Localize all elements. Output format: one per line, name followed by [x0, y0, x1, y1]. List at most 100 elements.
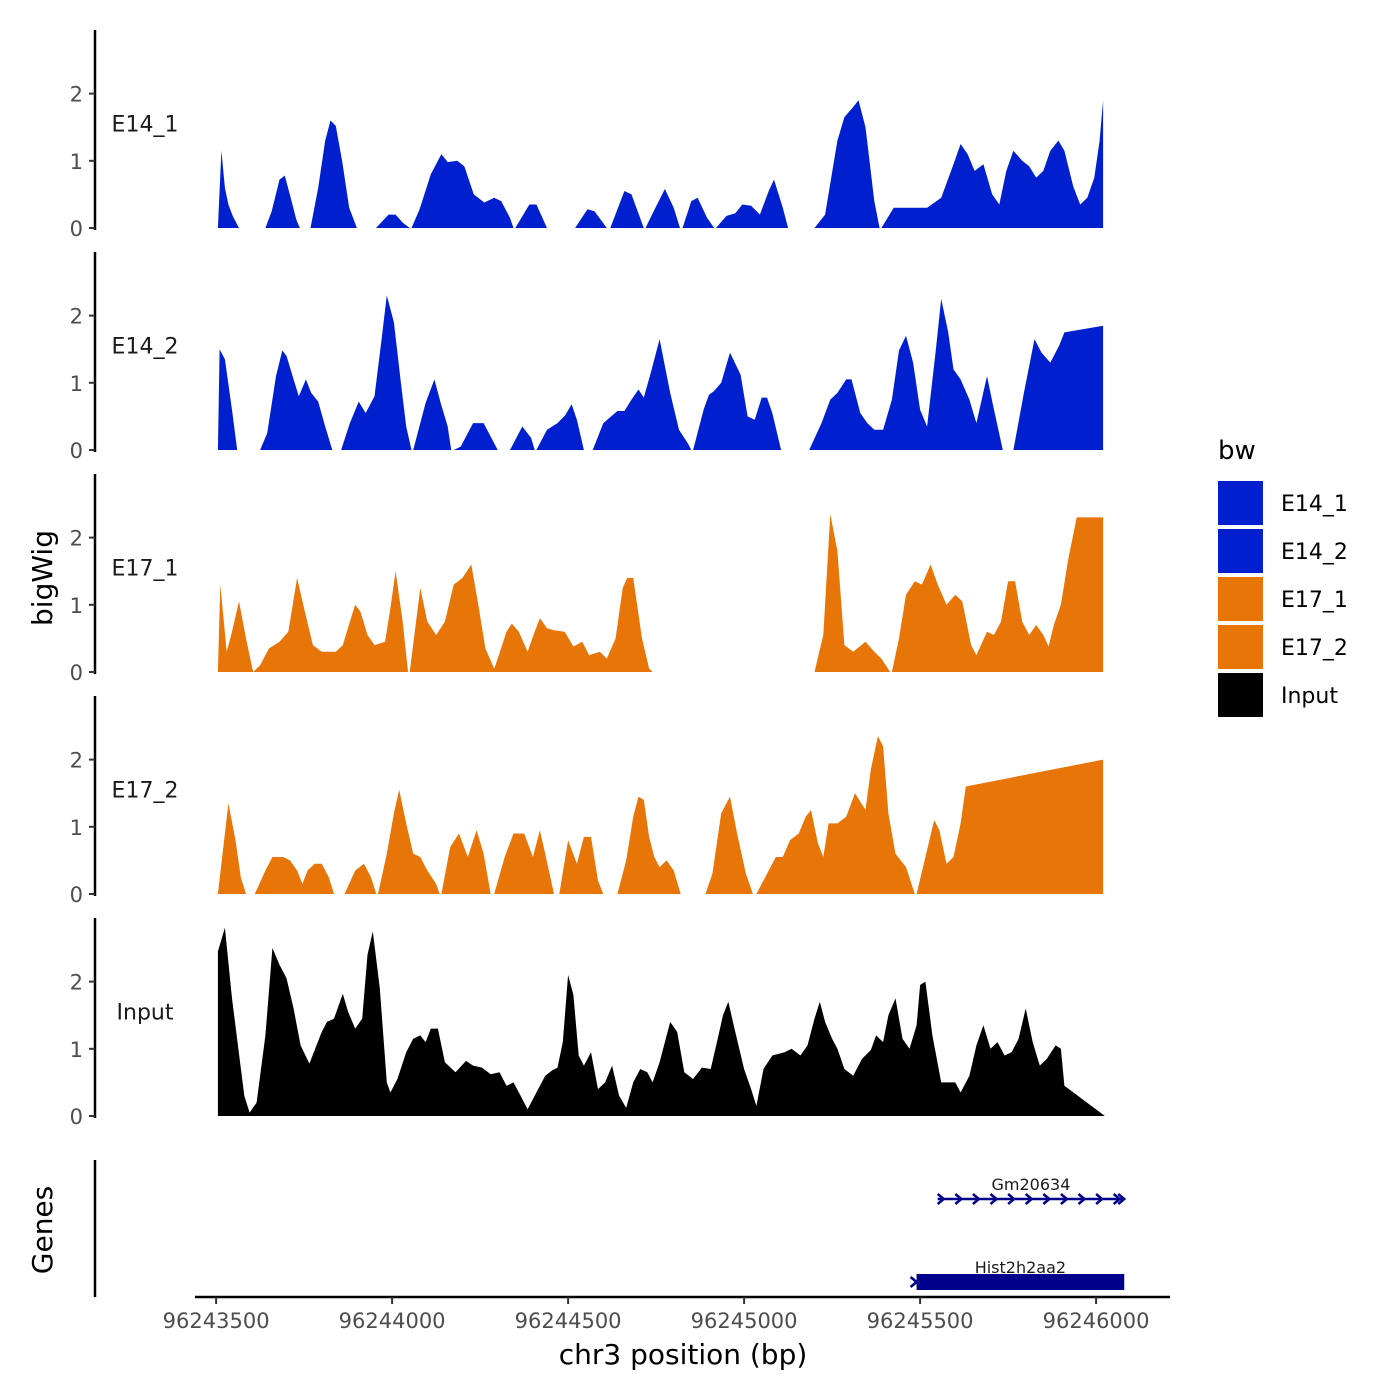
y-tick-label: 0: [70, 217, 83, 241]
coverage-area: [891, 517, 1104, 672]
x-tick-label: 96244000: [339, 1309, 446, 1333]
coverage-area: [375, 214, 410, 228]
x-axis: 96243500 96244000 96244500 96245000 96245500…: [163, 1295, 1170, 1333]
y-tick-label: 0: [70, 1105, 83, 1129]
gene-hist2h2aa2: Hist2h2aa2: [909, 1258, 1125, 1290]
coverage-area: [310, 120, 357, 228]
coverage-area: [510, 426, 535, 450]
coverage-area: [378, 789, 440, 894]
x-tick-label: 96243500: [163, 1309, 270, 1333]
coverage-area: [617, 796, 681, 894]
coverage-area: [409, 564, 653, 672]
y-tick-label: 1: [70, 816, 83, 840]
coverage-area: [411, 154, 514, 228]
y-axis-title: bigWig: [26, 530, 59, 626]
coverage-area: [1013, 325, 1104, 450]
facet-label: E14_2: [112, 335, 179, 360]
legend-swatch: [1218, 577, 1263, 621]
coverage-area: [217, 927, 1105, 1116]
strand-arrow: [972, 1193, 981, 1205]
coverage-area: [645, 189, 680, 228]
coverage-area: [494, 830, 554, 894]
y-tick-label: 2: [70, 83, 83, 107]
strand-arrow: [954, 1193, 964, 1205]
x-tick-label: 96246000: [1043, 1309, 1150, 1333]
x-tick-label: 96245500: [867, 1309, 974, 1333]
coverage-area: [682, 197, 715, 228]
strand-arrow: [1042, 1193, 1052, 1205]
coverage-area: [217, 349, 238, 450]
genes-axis-title: Genes: [26, 1186, 59, 1274]
strand-arrow: [1095, 1193, 1105, 1205]
coverage-area: [610, 191, 644, 228]
strand-arrow: [909, 1276, 919, 1288]
gene-exon: [916, 1274, 1125, 1290]
gene-gm20634: Gm20634: [936, 1175, 1127, 1205]
legend-swatch: [1218, 625, 1263, 669]
coverage-area: [217, 150, 239, 228]
y-tick-label: 1: [70, 594, 83, 618]
track-e14-2: 0 1 2 E14_2: [70, 252, 1104, 463]
legend-title: bw: [1218, 436, 1256, 466]
y-tick-label: 0: [70, 661, 83, 685]
track-e17-2: 0 1 2 E17_2: [70, 696, 1104, 907]
legend-label: E14_1: [1281, 492, 1348, 517]
legend: bw E14_1 E14_2 E17_1 E17_2 Input: [1218, 436, 1348, 717]
coverage-area: [413, 379, 452, 450]
coverage-area: [536, 404, 584, 450]
strand-arrow: [1007, 1193, 1017, 1205]
x-axis-title: chr3 position (bp): [559, 1338, 808, 1371]
coverage-area: [515, 204, 547, 228]
legend-label: E14_2: [1281, 540, 1348, 565]
legend-item-input: Input: [1218, 673, 1338, 717]
coverage-area: [265, 175, 300, 228]
y-tick-label: 1: [70, 1038, 83, 1062]
legend-label: Input: [1281, 684, 1338, 709]
coverage-area: [715, 179, 789, 228]
y-tick-label: 2: [70, 971, 83, 995]
legend-swatch: [1218, 673, 1263, 717]
coverage-area: [592, 339, 692, 450]
coverage-area: [881, 100, 1104, 228]
gene-label: Hist2h2aa2: [975, 1258, 1066, 1277]
genes-panel: Gm20634 Hist2h2aa2: [93, 1160, 1127, 1297]
coverage-area: [693, 352, 782, 450]
strand-arrow: [936, 1193, 946, 1205]
coverage-area: [441, 830, 491, 894]
y-tick-label: 2: [70, 305, 83, 329]
y-tick-label: 1: [70, 150, 83, 174]
coverage-area: [254, 857, 334, 894]
legend-item-e14-2: E14_2: [1218, 529, 1348, 573]
gene-label: Gm20634: [992, 1175, 1071, 1194]
coverage-tracks: 0 1 2 E14_1 0 1 2 E14_2 0 1 2 E17_1 0 1 2 E17_2 0 1 2 Input: [70, 30, 1105, 1129]
legend-swatch: [1218, 529, 1263, 573]
legend-item-e14-1: E14_1: [1218, 481, 1348, 525]
coverage-area: [916, 759, 1104, 894]
legend-item-e17-1: E17_1: [1218, 577, 1348, 621]
y-tick-label: 0: [70, 439, 83, 463]
facet-label: E17_2: [112, 779, 179, 804]
x-tick-label: 96244500: [515, 1309, 622, 1333]
coverage-area: [341, 295, 412, 450]
legend-label: E17_1: [1281, 588, 1348, 613]
coverage-area: [217, 571, 408, 672]
strand-arrow: [1024, 1193, 1034, 1205]
strand-arrow: [1077, 1193, 1087, 1205]
legend-item-e17-2: E17_2: [1218, 625, 1348, 669]
coverage-area: [756, 736, 915, 894]
x-tick-label: 96245000: [691, 1309, 798, 1333]
y-tick-label: 0: [70, 883, 83, 907]
facet-label: E14_1: [112, 113, 179, 138]
strand-arrow: [1112, 1193, 1122, 1205]
legend-swatch: [1218, 481, 1263, 525]
facet-label: Input: [117, 1001, 174, 1026]
coverage-area: [575, 209, 607, 228]
legend-label: E17_2: [1281, 636, 1348, 661]
coverage-area: [809, 298, 1003, 450]
y-tick-label: 2: [70, 527, 83, 551]
track-e17-1: 0 1 2 E17_1: [70, 474, 1104, 685]
coverage-area: [559, 836, 604, 894]
facet-label: E17_1: [112, 557, 179, 582]
coverage-area: [814, 514, 891, 672]
